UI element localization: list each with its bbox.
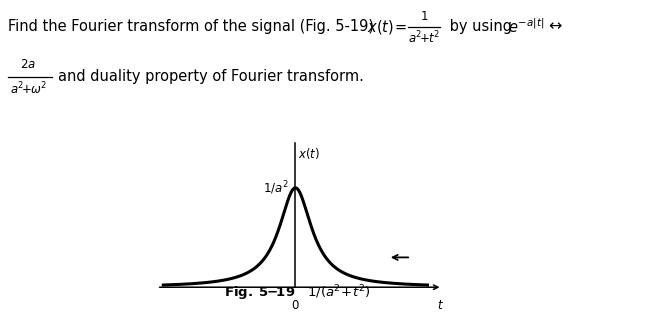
Text: $a^2\!\!+\!\!\omega^2$: $a^2\!\!+\!\!\omega^2$ [10, 80, 46, 97]
Text: $\mathbf{Fig.\ 5\!\!-\!\!19}$$\quad 1/(a^2\!+\!t^2)$: $\mathbf{Fig.\ 5\!\!-\!\!19}$$\quad 1/(a… [224, 284, 370, 303]
Text: by using: by using [445, 19, 517, 35]
Text: $e^{-a|t|}$: $e^{-a|t|}$ [508, 18, 544, 36]
Text: $x(t)$: $x(t)$ [298, 146, 320, 161]
Text: $a^2\!\!+\!\!t^2$: $a^2\!\!+\!\!t^2$ [408, 30, 440, 46]
Text: $2a$: $2a$ [20, 58, 36, 71]
Text: 0: 0 [292, 299, 299, 312]
Text: $t$: $t$ [438, 299, 444, 312]
Text: and duality property of Fourier transform.: and duality property of Fourier transfor… [58, 69, 364, 84]
Text: Find the Fourier transform of the signal (Fig. 5-19): Find the Fourier transform of the signal… [8, 19, 379, 35]
Text: $\leftrightarrow$: $\leftrightarrow$ [545, 17, 563, 32]
Text: 1: 1 [421, 10, 428, 24]
Text: =: = [395, 19, 407, 35]
Text: $1/a^2$: $1/a^2$ [263, 179, 288, 197]
Text: $x(t)$: $x(t)$ [367, 18, 394, 36]
